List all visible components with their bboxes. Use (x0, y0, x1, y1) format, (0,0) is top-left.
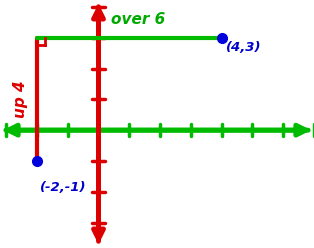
Text: (4,3): (4,3) (226, 41, 262, 54)
Text: over 6: over 6 (111, 12, 166, 27)
Text: up 4: up 4 (13, 81, 28, 118)
Text: (-2,-1): (-2,-1) (40, 181, 87, 194)
